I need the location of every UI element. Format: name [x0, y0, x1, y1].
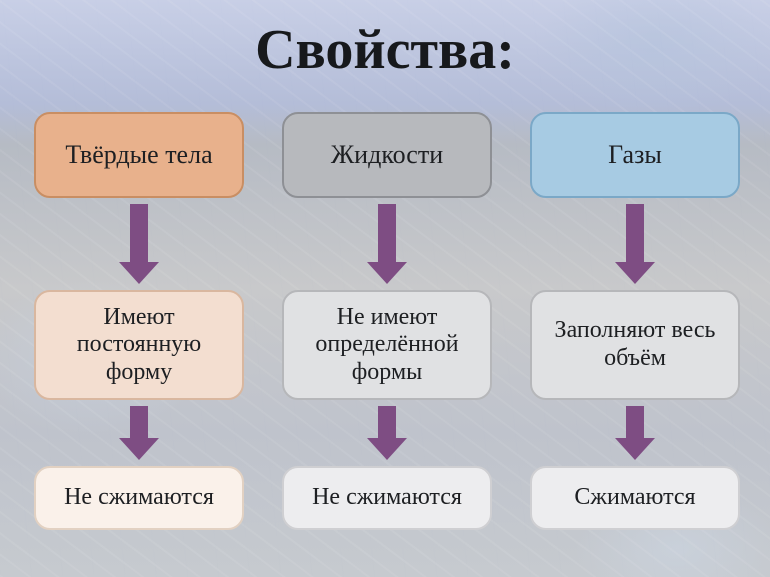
cell-label: Не имеют определённой формы [284, 300, 490, 391]
cell-p2-gases: Сжимаются [530, 466, 740, 530]
title-text: Свойства: [255, 19, 515, 81]
cell-label: Жидкости [321, 136, 453, 174]
arrow-down-icon [367, 204, 407, 284]
arrow-down-icon [119, 204, 159, 284]
cell-p1-liquids: Не имеют определённой формы [282, 290, 492, 400]
cell-h-liquids: Жидкости [282, 112, 492, 198]
cell-p2-liquids: Не сжимаются [282, 466, 492, 530]
cell-label: Газы [598, 136, 672, 174]
cell-label: Твёрдые тела [55, 136, 222, 174]
cell-p1-gases: Заполняют весь объём [530, 290, 740, 400]
cell-p1-solids: Имеют постоянную форму [34, 290, 244, 400]
cell-label: Не сжимаются [302, 480, 472, 516]
arrow-down-icon [119, 406, 159, 460]
cell-label: Заполняют весь объём [532, 313, 738, 376]
arrow-down-icon [615, 406, 655, 460]
page-title: Свойства: [0, 18, 770, 82]
cell-p2-solids: Не сжимаются [34, 466, 244, 530]
arrow-down-icon [367, 406, 407, 460]
cell-label: Сжимаются [564, 480, 705, 516]
cell-label: Не сжимаются [54, 480, 224, 516]
arrow-down-icon [615, 204, 655, 284]
cell-label: Имеют постоянную форму [36, 300, 242, 391]
cell-h-gases: Газы [530, 112, 740, 198]
cell-h-solids: Твёрдые тела [34, 112, 244, 198]
